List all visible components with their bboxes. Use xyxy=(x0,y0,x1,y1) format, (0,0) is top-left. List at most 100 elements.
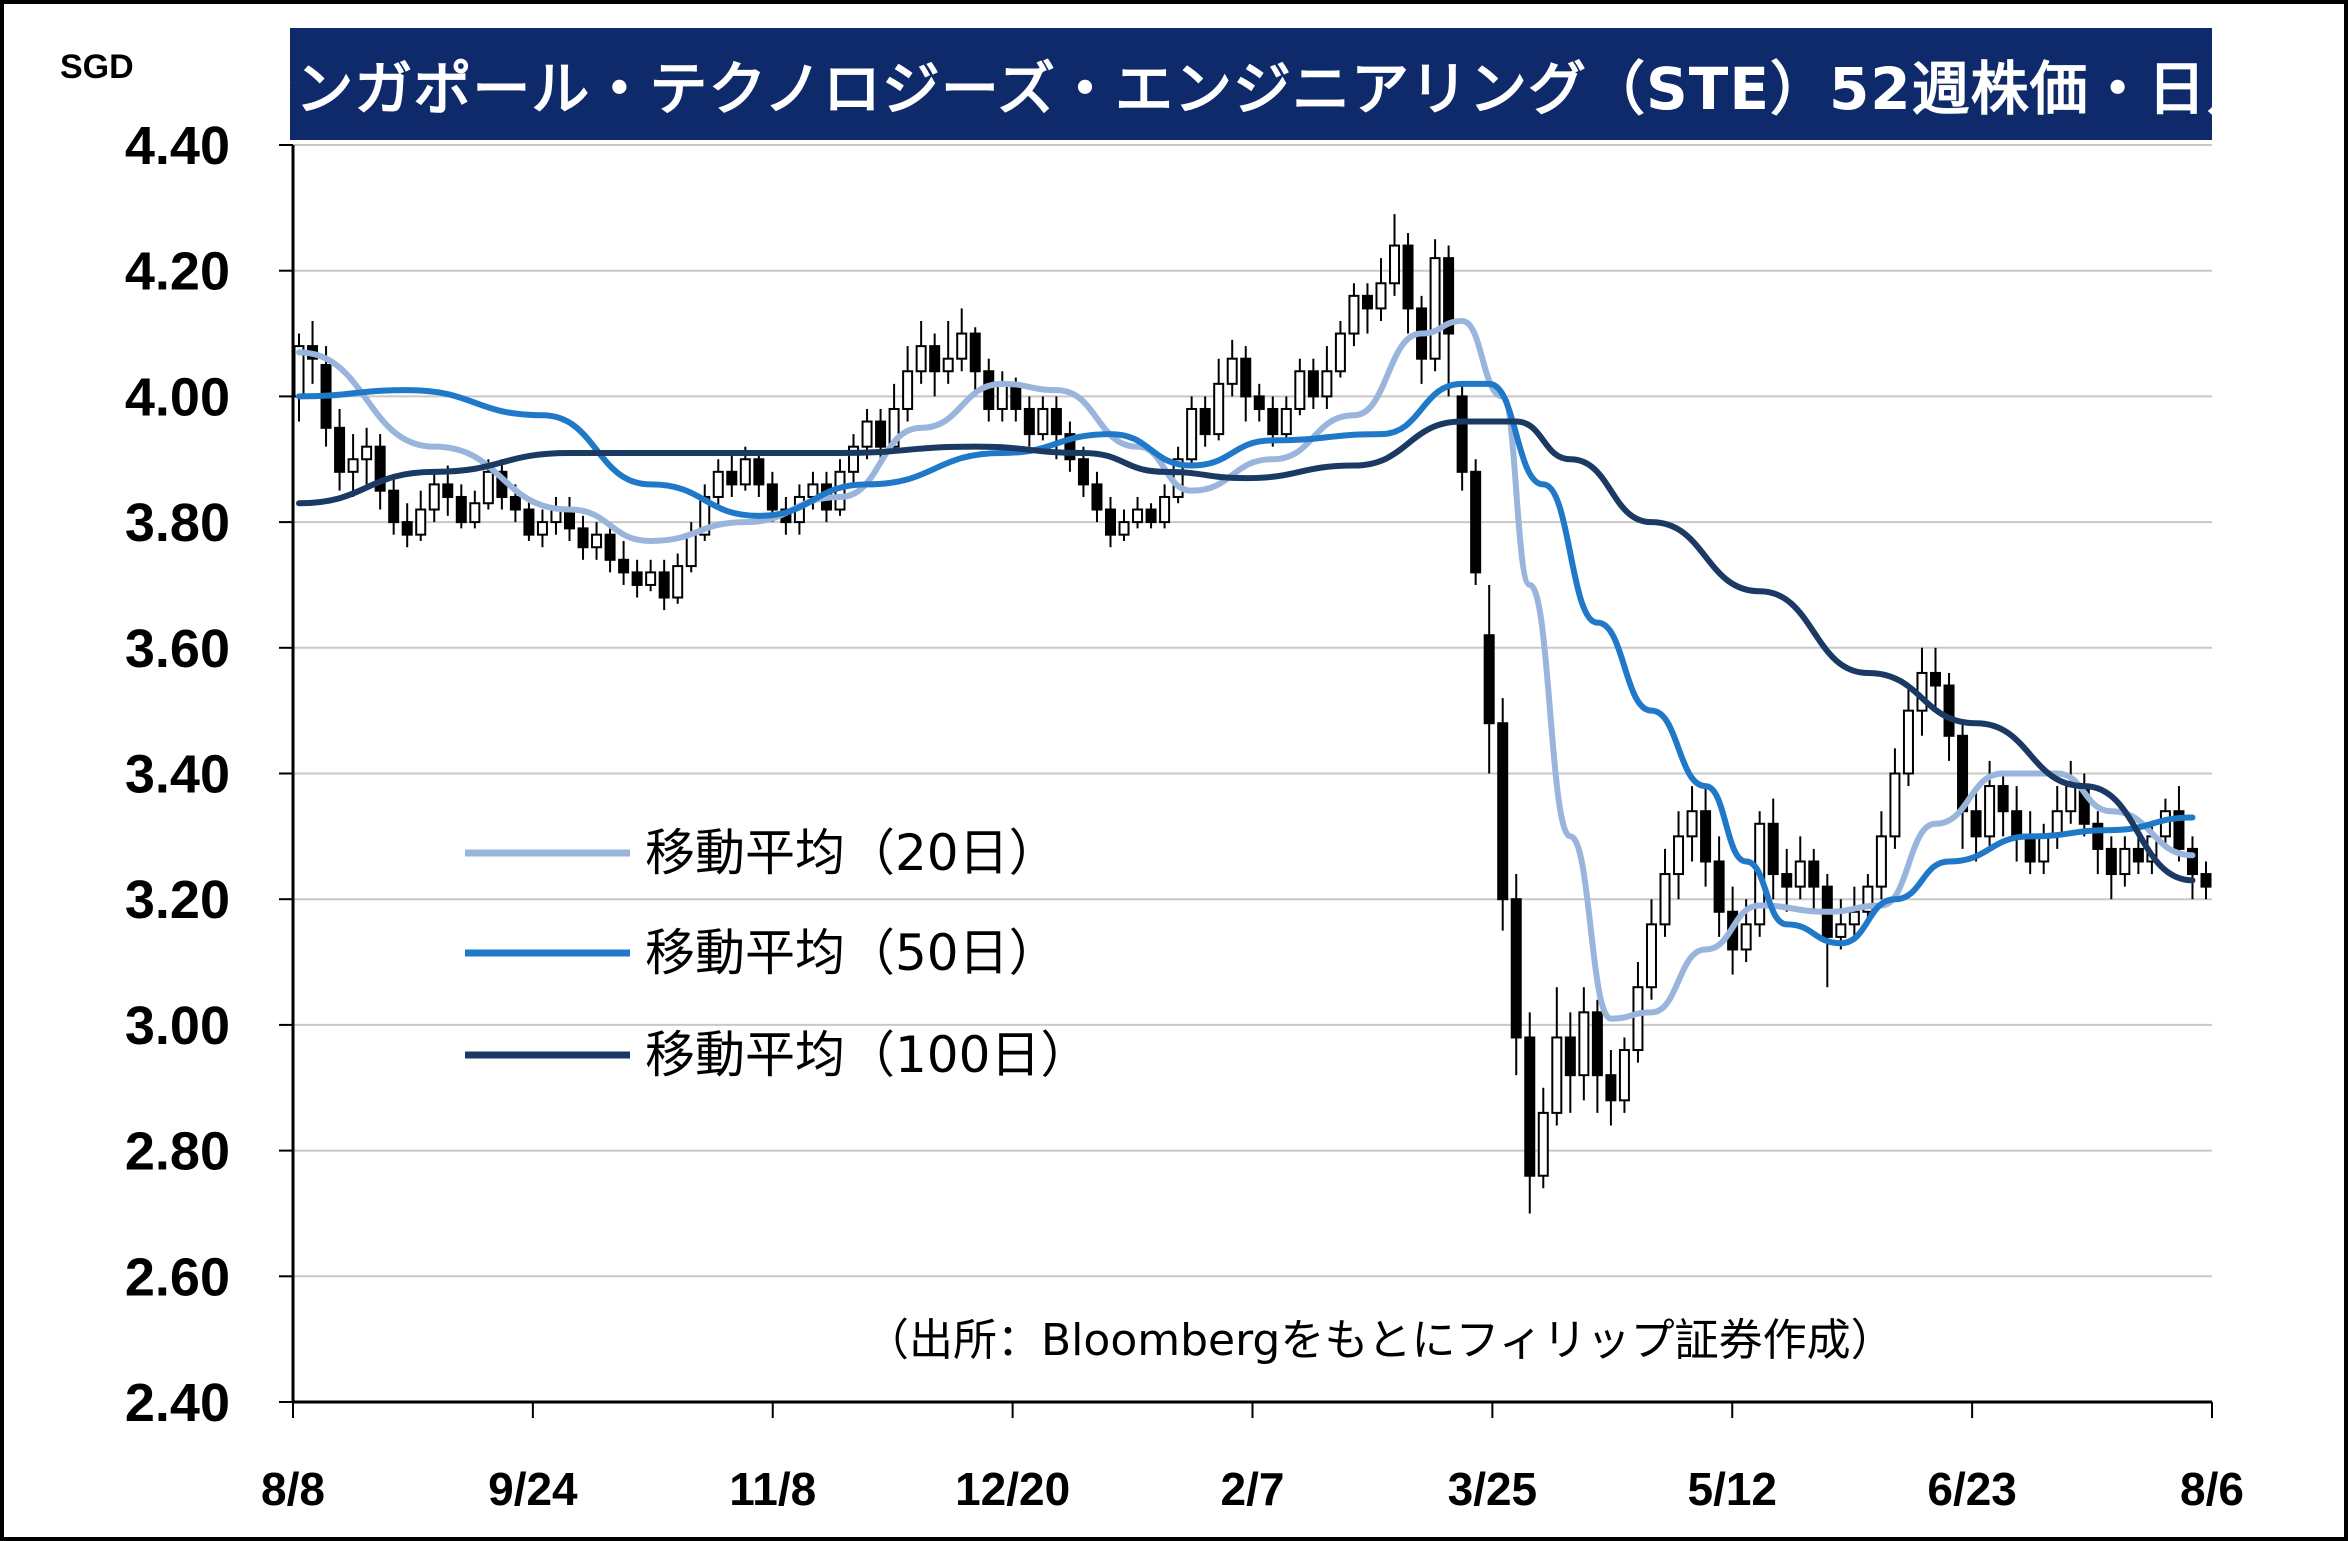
x-tick-label: 8/8 xyxy=(261,1463,325,1515)
candle-body xyxy=(1524,1036,1536,1177)
candle-body xyxy=(1632,986,1644,1052)
candle-body xyxy=(1334,332,1346,373)
candle-body xyxy=(996,382,1008,410)
candle-body xyxy=(2024,835,2036,863)
x-tick-label: 6/23 xyxy=(1927,1463,2017,1515)
candle-body xyxy=(861,420,873,448)
candlestick-series xyxy=(293,214,2212,1214)
chart-title-text: シンガポール・テクノロジーズ・エンジニアリング（STE）52週株価・日足 xyxy=(290,55,2212,123)
candle-body xyxy=(1984,785,1996,838)
candle-body xyxy=(1091,483,1103,511)
chart-title: シンガポール・テクノロジーズ・エンジニアリング（STE）52週株価・日足 xyxy=(290,28,2212,140)
candle-body xyxy=(442,483,454,498)
candle-body xyxy=(1930,671,1942,687)
candle-body xyxy=(915,345,927,373)
x-tick-label: 8/6 xyxy=(2180,1463,2244,1515)
candle-body xyxy=(334,426,346,473)
candle-body xyxy=(1808,860,1820,888)
candle-body xyxy=(1348,294,1360,335)
y-tick-label: 3.40 xyxy=(125,745,230,805)
candle-body xyxy=(347,458,359,473)
candle-body xyxy=(726,470,738,486)
candle-body xyxy=(1794,860,1806,888)
candle-body xyxy=(1537,1111,1549,1177)
candle-body xyxy=(1389,244,1401,285)
candle-body xyxy=(1456,395,1468,473)
candle-body xyxy=(1686,810,1698,838)
candle-body xyxy=(1578,1011,1590,1077)
candle-body xyxy=(1510,898,1522,1039)
candle-body xyxy=(2173,810,2185,850)
candle-body xyxy=(509,495,521,511)
candle-body xyxy=(482,470,494,505)
candle-body xyxy=(1700,810,1712,863)
candle-body xyxy=(415,508,427,536)
source-note: （出所：Bloombergをもとにフィリップ証券作成） xyxy=(865,1315,1895,1366)
candle-body xyxy=(1470,470,1482,574)
legend-label-ma20: 移動平均（20日） xyxy=(645,824,1059,882)
x-tick-label: 11/8 xyxy=(729,1463,816,1515)
candle-body xyxy=(2200,873,2212,888)
candle-body xyxy=(1226,357,1238,385)
candle-body xyxy=(1848,910,1860,926)
candle-body xyxy=(1618,1049,1630,1102)
moving-average-lines xyxy=(296,317,2196,1022)
candle-body xyxy=(1023,407,1035,436)
candle-body xyxy=(2105,847,2117,876)
candle-body xyxy=(1591,1011,1603,1077)
x-tick-label: 3/25 xyxy=(1448,1463,1538,1515)
candle-body xyxy=(1875,835,1887,888)
x-tick-label: 12/20 xyxy=(955,1463,1070,1515)
candle-body xyxy=(753,458,765,486)
y-tick-label: 3.00 xyxy=(125,996,230,1056)
y-tick-label: 3.20 xyxy=(125,870,230,930)
ma100-line xyxy=(296,418,2196,884)
candle-body xyxy=(1240,357,1252,398)
candle-body xyxy=(942,357,954,373)
y-unit-label: SGD xyxy=(60,48,134,86)
candle-body xyxy=(929,345,941,373)
candle-body xyxy=(401,521,413,536)
y-tick-label: 4.00 xyxy=(125,367,230,427)
candle-body xyxy=(1497,722,1509,901)
ma20-line xyxy=(296,317,2196,1022)
candle-body xyxy=(1551,1036,1563,1114)
candle-body xyxy=(969,332,981,373)
legend: 移動平均（20日） 移動平均（50日） 移動平均（100日） xyxy=(465,824,1090,1084)
candle-body xyxy=(428,483,440,511)
candle-body xyxy=(455,495,467,524)
candle-body xyxy=(1443,257,1455,335)
candle-body xyxy=(2011,810,2023,838)
candle-body xyxy=(604,533,616,561)
candle-body xyxy=(766,483,778,511)
candle-body xyxy=(1835,923,1847,938)
candle-body xyxy=(1159,495,1171,524)
candle-body xyxy=(1564,1036,1576,1077)
candle-body xyxy=(1280,407,1292,436)
x-axis-ticks: 8/8 9/24 11/8 12/20 2/7 3/25 5/12 6/23 8/6 xyxy=(261,1402,2244,1515)
candle-body xyxy=(1781,873,1793,888)
candle-body xyxy=(1902,709,1914,775)
candle-body xyxy=(631,571,643,586)
candle-body xyxy=(1104,508,1116,536)
candle-body xyxy=(1077,458,1089,486)
candle-body xyxy=(577,527,589,549)
y-tick-label: 4.20 xyxy=(125,242,230,302)
candle-body xyxy=(1132,508,1144,524)
candle-body xyxy=(1659,873,1671,926)
ma50-line xyxy=(296,380,2196,947)
candle-body xyxy=(1997,785,2009,813)
candle-body xyxy=(1361,294,1373,310)
candle-body xyxy=(1429,257,1441,360)
candle-body xyxy=(1889,772,1901,838)
candle-body xyxy=(618,558,630,574)
candle-body xyxy=(1673,835,1685,876)
y-tick-label: 2.80 xyxy=(125,1122,230,1182)
candle-body xyxy=(2092,822,2104,850)
candle-body xyxy=(1199,407,1211,436)
candle-body xyxy=(848,445,860,473)
x-tick-label: 5/12 xyxy=(1687,1463,1777,1515)
candle-body xyxy=(685,533,697,568)
